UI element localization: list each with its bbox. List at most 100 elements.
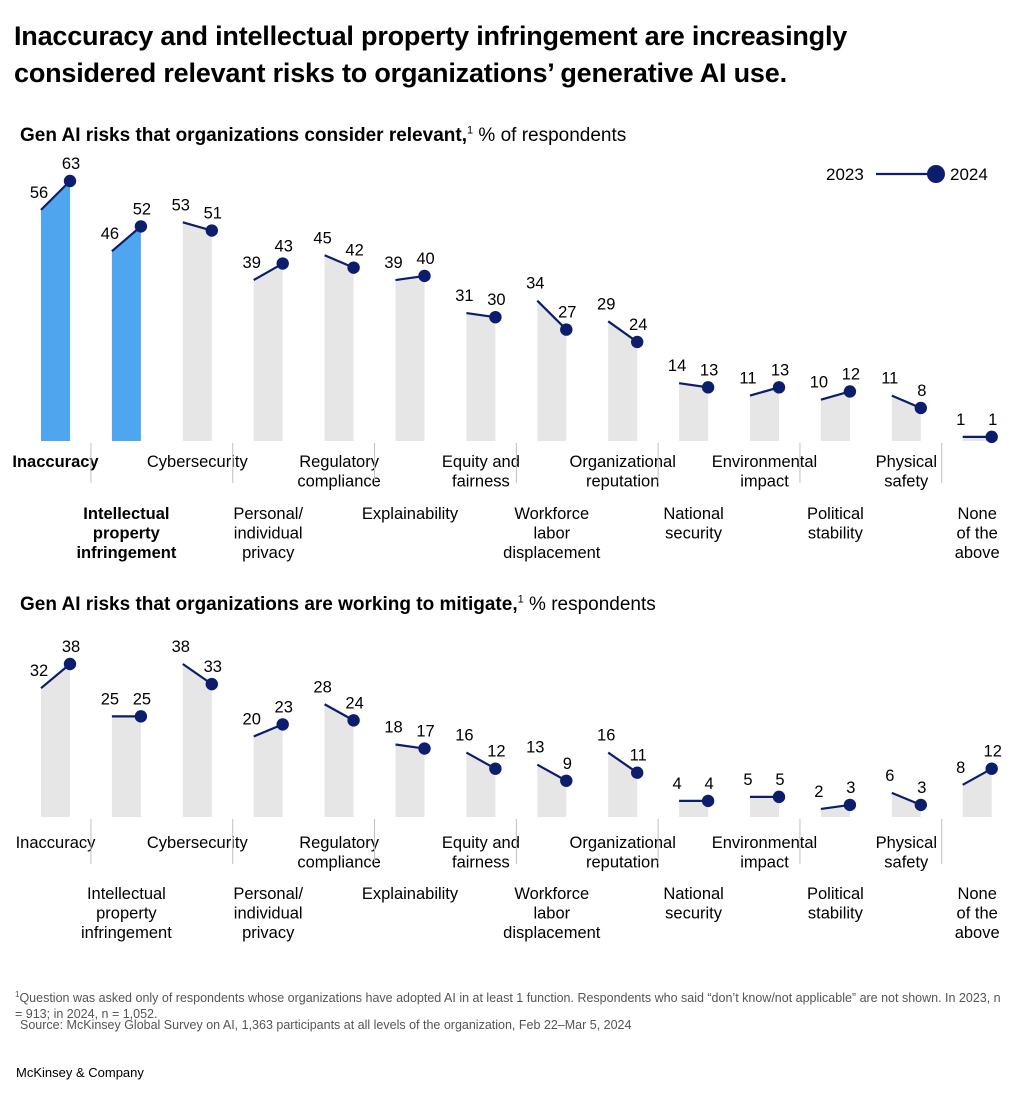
dot-2024-c1-13 bbox=[985, 430, 998, 444]
chart1-title-suffix: % of respondents bbox=[478, 125, 627, 146]
category-line-c1-1-2: infringement bbox=[76, 544, 176, 562]
category-line-c2-1-0: Intellectual bbox=[87, 885, 166, 903]
bar-c2-5 bbox=[395, 744, 425, 817]
dot-2024-c2-10 bbox=[772, 790, 786, 804]
value-2024-c1-2: 51 bbox=[204, 205, 222, 223]
category-line-c2-7-1: labor bbox=[533, 905, 570, 923]
change-line-c2-13 bbox=[962, 767, 993, 786]
bar-c1-6 bbox=[466, 313, 496, 441]
bar-c1-7 bbox=[537, 300, 567, 441]
bar-c1-1 bbox=[111, 226, 141, 441]
bar-c1-12 bbox=[891, 395, 921, 441]
main-title: Inaccuracy and intellectual property inf… bbox=[14, 21, 848, 88]
value-2024-c1-5: 40 bbox=[416, 250, 434, 268]
value-2024-c1-4: 42 bbox=[345, 242, 363, 260]
category-label-c2-6: Equity and fairness bbox=[442, 834, 520, 872]
category-line-c2-5-0: Explainability bbox=[362, 885, 459, 903]
change-line-c2-12 bbox=[891, 791, 922, 806]
category-line-c2-4-1: compliance bbox=[297, 854, 380, 872]
category-line-c2-12-0: Physical bbox=[876, 834, 937, 852]
category-label-c1-8: Organizational reputation bbox=[569, 453, 675, 491]
dot-2024-c1-9 bbox=[701, 381, 715, 394]
value-2024-c1-11: 12 bbox=[842, 365, 860, 383]
category-line-c2-3-0: Personal/ bbox=[233, 885, 303, 903]
category-line-c1-13-0: None bbox=[957, 505, 996, 523]
bar-c2-9 bbox=[679, 800, 709, 817]
value-2024-c2-8: 11 bbox=[630, 747, 647, 765]
category-label-c2-0: Inaccuracy bbox=[16, 834, 97, 852]
category-line-c2-3-2: privacy bbox=[242, 924, 295, 942]
brand-logo: McKinsey & Company bbox=[16, 1065, 144, 1080]
change-line-c2-7 bbox=[536, 763, 567, 782]
value-2023-c1-12: 11 bbox=[881, 370, 898, 388]
bar-c1-0 bbox=[41, 181, 70, 441]
dot-2024-c1-7 bbox=[560, 323, 573, 336]
bar-c1-9 bbox=[679, 383, 709, 441]
category-line-c1-11-0: Political bbox=[807, 505, 864, 523]
value-2024-c1-13: 1 bbox=[988, 411, 997, 429]
category-line-c1-2-0: Cybersecurity bbox=[147, 453, 249, 471]
category-line-c1-12-1: safety bbox=[884, 473, 929, 491]
bar-c2-6 bbox=[466, 752, 496, 817]
dot-2024-c1-12 bbox=[914, 401, 927, 415]
category-line-c2-1-1: property bbox=[96, 905, 157, 923]
dot-2024-c1-10 bbox=[772, 381, 786, 394]
bar-c2-0 bbox=[41, 664, 70, 817]
dot-2024-c2-0 bbox=[63, 657, 77, 671]
change-line-c2-0 bbox=[40, 663, 71, 690]
dot-2024-c2-6 bbox=[489, 762, 502, 775]
chart2-title-suffix: % respondents bbox=[529, 594, 656, 615]
change-line-c2-4 bbox=[324, 703, 355, 722]
value-2023-c1-13: 1 bbox=[956, 411, 965, 429]
change-line-c2-5 bbox=[395, 743, 425, 750]
chart2-title-main: Gen AI risks that organizations are work… bbox=[20, 594, 518, 615]
category-line-c2-4-0: Regulatory bbox=[299, 834, 380, 852]
dot-2024-c1-0 bbox=[63, 174, 77, 188]
value-2023-c1-1: 46 bbox=[101, 225, 119, 243]
change-line-c2-8 bbox=[607, 751, 638, 774]
value-2023-c1-5: 39 bbox=[384, 254, 402, 272]
dot-2024-c2-4 bbox=[347, 714, 360, 727]
category-line-c2-6-0: Equity and bbox=[442, 834, 520, 852]
category-line-c2-7-2: displacement bbox=[503, 924, 601, 942]
category-line-c2-0-0: Inaccuracy bbox=[16, 834, 97, 852]
legend-2024-label: 2024 bbox=[950, 165, 988, 184]
dot-2024-c1-3 bbox=[276, 257, 289, 270]
category-label-c1-10: Environmental impact bbox=[712, 453, 817, 491]
dot-2024-c2-12 bbox=[914, 798, 927, 812]
value-2023-c1-4: 45 bbox=[313, 229, 331, 247]
value-2023-c2-6: 16 bbox=[455, 727, 473, 745]
value-2024-c1-6: 30 bbox=[487, 291, 505, 309]
value-2024-c1-8: 24 bbox=[629, 316, 647, 334]
category-label-c2-5: Explainability bbox=[362, 885, 459, 903]
chart1-title-main: Gen AI risks that organizations consider… bbox=[20, 125, 467, 146]
value-2023-c1-3: 39 bbox=[243, 254, 261, 272]
value-2024-c1-3: 43 bbox=[275, 238, 293, 256]
chart2-title: Gen AI risks that organizations are work… bbox=[20, 593, 656, 617]
bar-c1-10 bbox=[750, 387, 779, 441]
category-label-c1-9: National security bbox=[663, 505, 724, 543]
bar-c2-11 bbox=[820, 804, 850, 817]
dot-2024-c2-7 bbox=[560, 774, 573, 787]
category-label-c2-2: Cybersecurity bbox=[147, 834, 249, 852]
value-2023-c1-7: 34 bbox=[526, 275, 544, 293]
category-line-c1-1-1: property bbox=[93, 525, 161, 543]
value-2024-c2-12: 3 bbox=[917, 779, 926, 797]
legend: 2023 2024 bbox=[826, 162, 998, 186]
bar-c2-4 bbox=[324, 704, 354, 817]
bar-c1-5 bbox=[395, 275, 425, 441]
category-line-c2-13-1: of the bbox=[957, 905, 998, 923]
value-2023-c2-9: 4 bbox=[673, 775, 682, 793]
value-2024-c2-13: 12 bbox=[984, 743, 1002, 761]
category-label-c1-6: Equity and fairness bbox=[442, 453, 520, 491]
bar-c2-7 bbox=[537, 764, 567, 817]
category-line-c2-1-2: infringement bbox=[81, 924, 172, 942]
category-label-c1-0: Inaccuracy bbox=[12, 453, 99, 471]
category-line-c2-10-0: Environmental bbox=[712, 834, 817, 852]
dot-2024-c2-8 bbox=[631, 766, 644, 779]
